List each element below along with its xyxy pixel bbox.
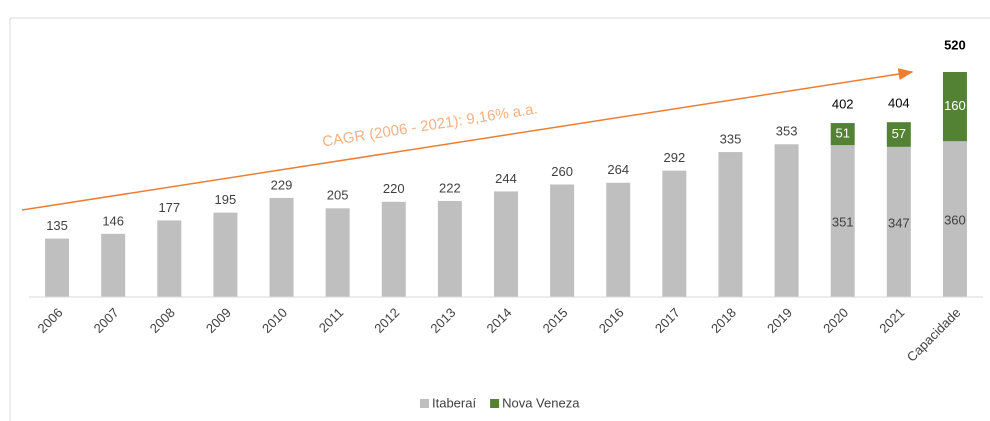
x-tick-label: 2009 (203, 305, 234, 336)
cagr-annotation: CAGR (2006 - 2021): 9,16% a.a. (321, 100, 539, 150)
value-label: 353 (776, 124, 798, 139)
value-label: 292 (664, 150, 686, 165)
value-label: 264 (607, 162, 629, 177)
bar-segment (269, 197, 294, 297)
x-tick-label: 2006 (35, 305, 66, 336)
value-label: 135 (46, 218, 68, 233)
bar-segment (550, 184, 575, 297)
bar-segment (942, 141, 967, 297)
x-tick-label: Capacidade (904, 305, 964, 365)
value-label: 244 (495, 171, 517, 186)
total-label: 520 (944, 37, 966, 52)
value-label: 220 (383, 181, 405, 196)
total-label: 402 (832, 96, 854, 111)
legend-label: Itaberaí (432, 395, 476, 410)
x-tick-label: 2015 (540, 305, 571, 336)
bar-segment (101, 233, 126, 297)
value-label: 205 (327, 188, 349, 203)
value-label: 51 (835, 126, 849, 141)
value-label: 146 (102, 213, 124, 228)
x-tick-label: 2012 (371, 305, 402, 336)
x-tick-label: 2008 (147, 305, 178, 336)
x-tick-label: 2010 (259, 305, 290, 336)
bar-segment (606, 182, 631, 297)
bar-segment (886, 122, 911, 147)
total-label: 404 (888, 96, 910, 111)
bar-segment (718, 152, 743, 297)
value-label: 57 (892, 126, 906, 141)
legend-swatch (490, 399, 500, 408)
bar-segment (830, 145, 855, 297)
bar-segment (45, 238, 70, 297)
cagr-arrow (21, 68, 914, 211)
legend-label: Nova Veneza (502, 395, 580, 410)
x-tick-label: 2020 (820, 305, 851, 336)
value-label: 229 (271, 177, 293, 192)
x-tick-label: 2021 (876, 305, 907, 336)
bar-segment (437, 200, 462, 297)
x-tick-label: 2007 (91, 305, 122, 336)
value-label: 260 (551, 164, 573, 179)
bar-segment (774, 144, 799, 297)
x-tick-label: 2016 (596, 305, 627, 336)
bar-segment (213, 212, 238, 297)
value-label: 360 (944, 213, 966, 228)
x-tick-label: 2013 (427, 305, 458, 336)
bar-segment (157, 220, 182, 297)
value-label: 195 (215, 192, 237, 207)
bar-segment (494, 191, 518, 297)
bar-segment (886, 146, 911, 297)
x-tick-label: 2014 (483, 305, 514, 336)
bar-segment (662, 170, 687, 297)
bar-segment (325, 208, 350, 297)
x-tick-label: 2011 (316, 305, 346, 335)
legend-swatch (420, 399, 429, 408)
bar-segment (381, 201, 406, 297)
value-label: 177 (158, 200, 180, 215)
value-label: 160 (944, 98, 966, 113)
x-tick-label: 2018 (708, 305, 739, 336)
value-label: 335 (720, 131, 742, 146)
value-label: 222 (439, 180, 461, 195)
x-tick-label: 2017 (652, 305, 683, 336)
bar-segment (942, 72, 967, 142)
value-label: 347 (888, 215, 910, 230)
value-label: 351 (832, 215, 854, 230)
x-tick-label: 2019 (764, 305, 795, 336)
bar-segment (830, 123, 855, 146)
